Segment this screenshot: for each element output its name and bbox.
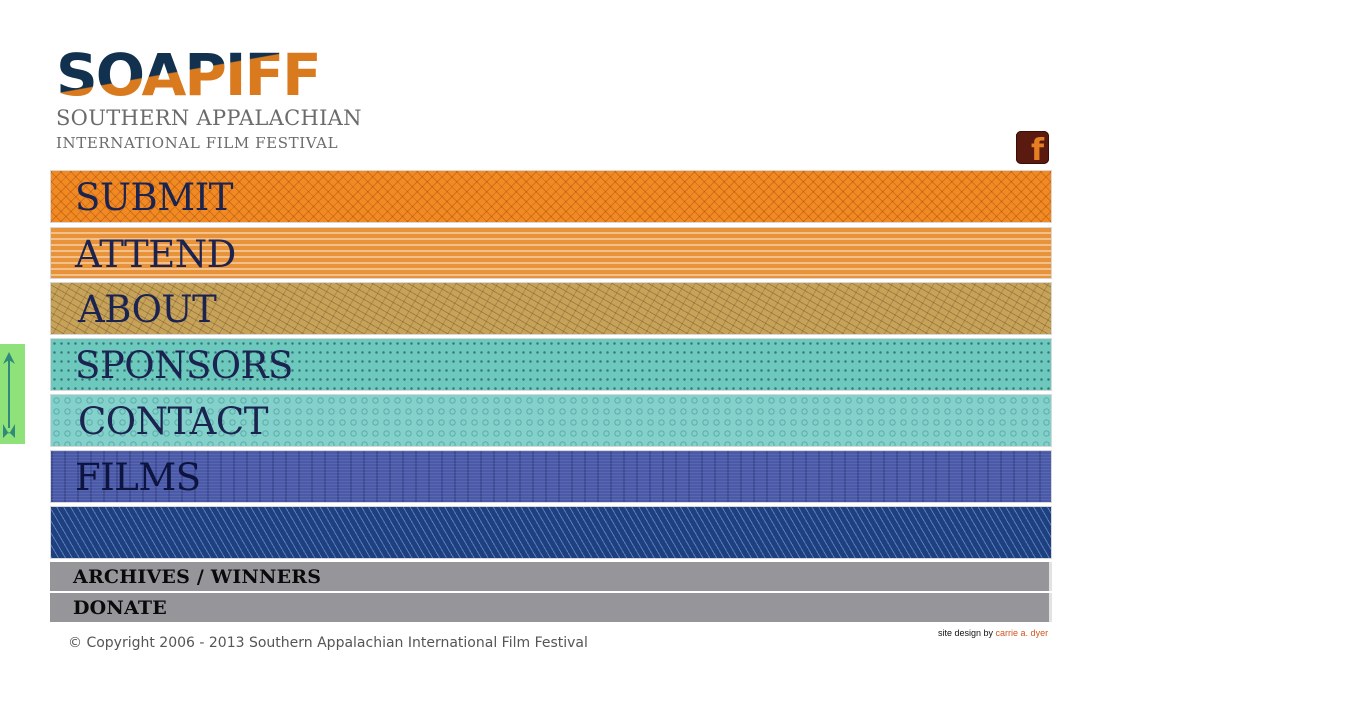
nav-donate-label: DONATE [73,597,167,619]
nav-attend-label: ATTEND [75,233,236,276]
nav-attend[interactable]: ATTEND [50,227,1052,279]
nav-films-label: FILMS [75,456,201,499]
nav-sponsors-label: SPONSORS [75,344,293,387]
footer-credit: site design by carrie a. dyer [938,628,1048,638]
nav-contact[interactable]: CONTACT [50,394,1052,447]
nav-submit[interactable]: SUBMIT [50,170,1052,223]
nav-contact-label: CONTACT [78,400,268,443]
nav-archives-label: ARCHIVES / WINNERS [73,566,322,588]
credit-prefix: site design by [938,628,996,638]
side-scroll-tab[interactable] [0,344,25,444]
credit-link[interactable]: carrie a. dyer [995,628,1049,638]
site-logo[interactable]: SOAPIFF SOUTHERN APPALACHIAN INTERNATION… [56,48,362,154]
nav-about-label: ABOUT [78,288,217,331]
nav-donate[interactable]: DONATE [50,593,1052,622]
nav-blank-band[interactable] [50,506,1052,559]
nav-archives-winners[interactable]: ARCHIVES / WINNERS [50,562,1052,591]
logo-subtitle-line1: SOUTHERN APPALACHIAN [56,106,362,130]
nav-submit-label: SUBMIT [75,176,233,219]
facebook-icon[interactable]: f [1016,131,1049,168]
logo-wordmark: SOAPIFF [56,48,354,102]
footer-copyright: © Copyright 2006 - 2013 Southern Appalac… [68,635,588,651]
logo-subtitle-line2: INTERNATIONAL FILM FESTIVAL [56,134,339,152]
up-arrow-icon [3,352,15,438]
nav-sponsors[interactable]: SPONSORS [50,338,1052,391]
logo-wordmark-text: SOAPIFF [56,48,354,102]
nav-about[interactable]: ABOUT [50,282,1052,335]
nav-films[interactable]: FILMS [50,450,1052,503]
facebook-glyph: f [1030,133,1044,168]
